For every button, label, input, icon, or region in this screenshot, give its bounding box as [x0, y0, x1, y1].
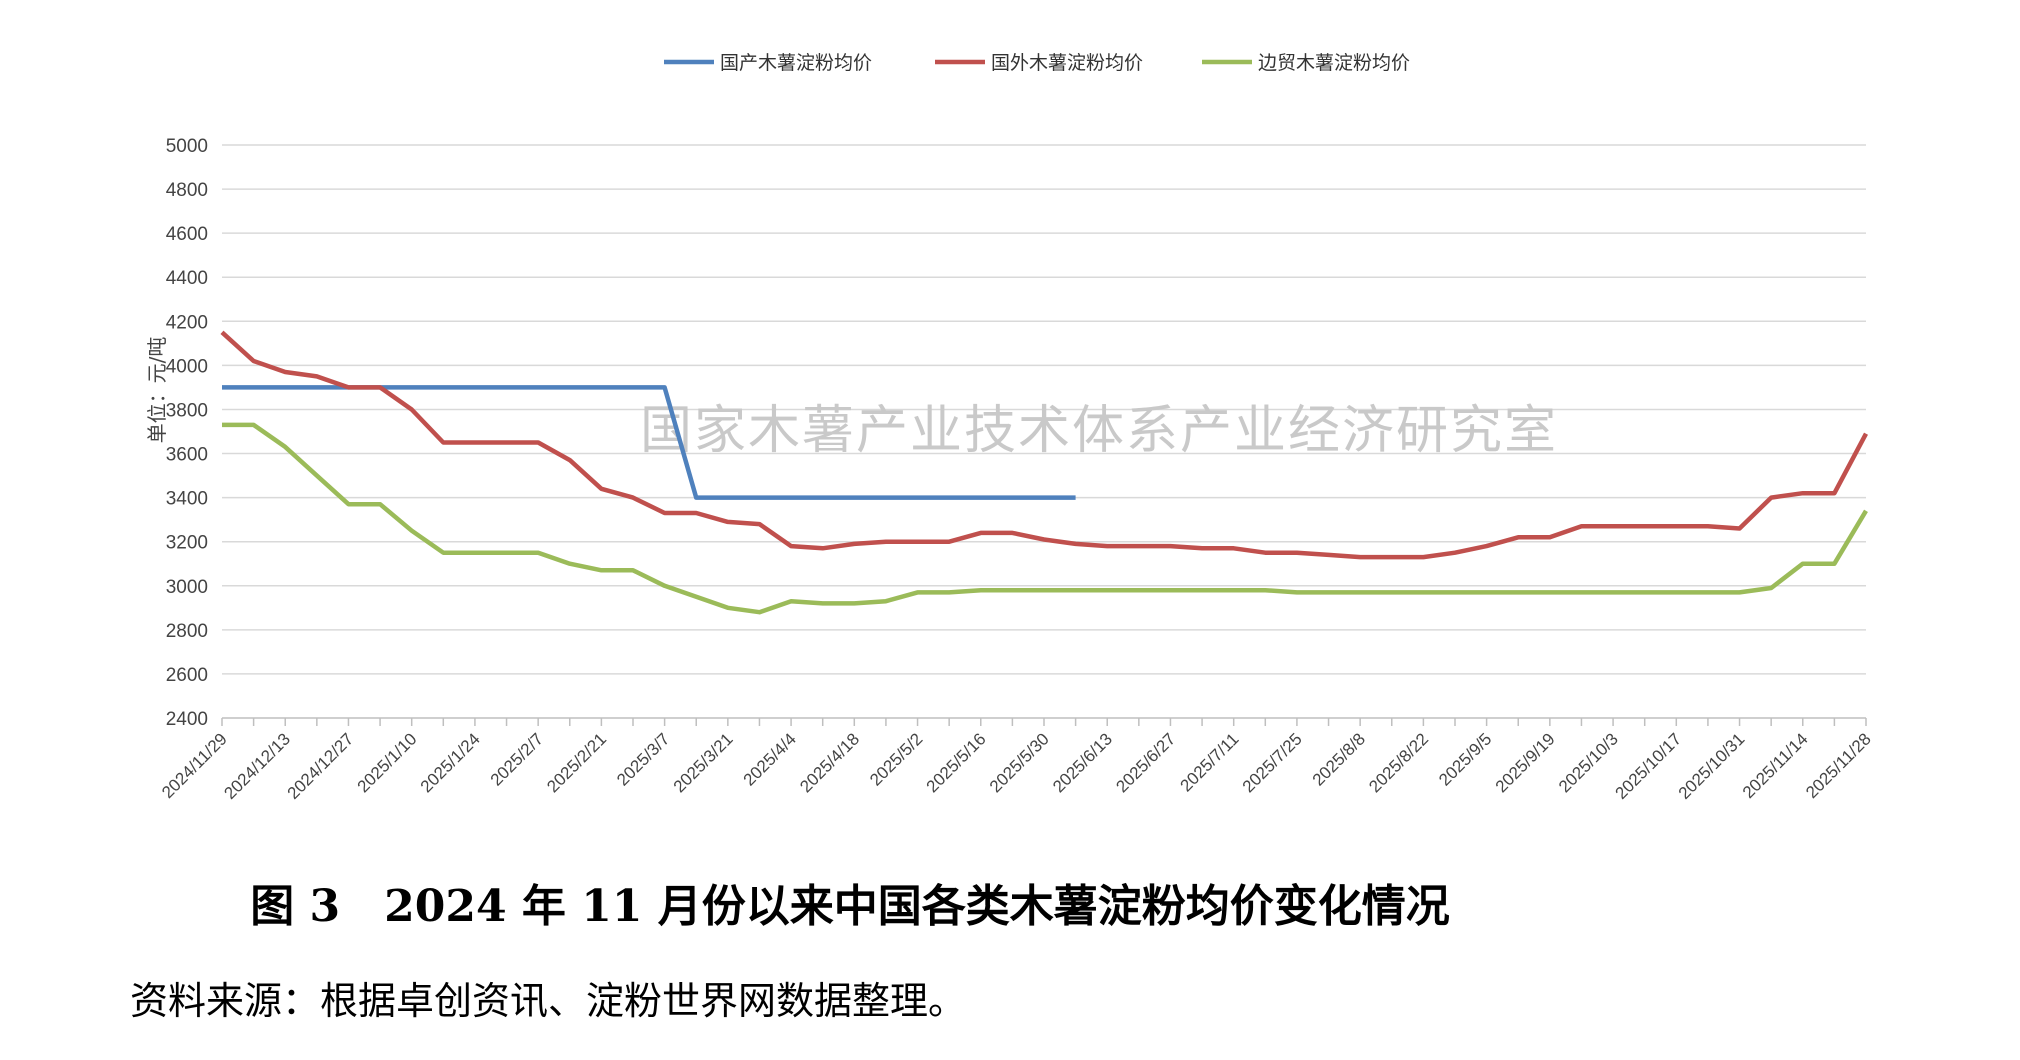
x-tick-label: 2025/11/28: [1802, 729, 1875, 802]
x-tick-label: 2025/10/3: [1555, 729, 1622, 796]
line-chart: 国产木薯淀粉均价 国外木薯淀粉均价 边贸木薯淀粉均价 2400 2600 2800 300…: [145, 52, 1875, 803]
series-line: [222, 422, 1868, 615]
x-tick-label: 2025/7/11: [1176, 729, 1242, 795]
x-tick-label: 2025/8/8: [1309, 729, 1369, 789]
series-lines: [220, 330, 1868, 615]
y-tick-label: 4800: [166, 180, 208, 201]
y-tick-label: 3600: [166, 445, 208, 466]
x-tick-label: 2025/8/22: [1365, 729, 1432, 796]
x-tick-label: 2025/9/5: [1435, 729, 1495, 789]
legend-label: 国外木薯淀粉均价: [991, 52, 1143, 74]
x-tick-label: 2025/6/13: [1049, 729, 1116, 796]
y-tick-label: 3800: [166, 400, 208, 421]
series-line: [220, 330, 1868, 560]
source-note: 资料来源：根据卓创资讯、淀粉世界网数据整理。: [130, 979, 967, 1023]
y-tick-label: 2400: [166, 709, 208, 730]
x-tick-label: 2025/11/14: [1739, 729, 1812, 802]
x-tick-label: 2025/10/31: [1675, 729, 1749, 803]
y-axis-ticks: 2400 2600 2800 3000 3200 3400 3600 3800 4000 4200…: [166, 136, 208, 730]
x-tick-label: 2025/5/30: [986, 729, 1053, 796]
x-tick-label: 2025/1/24: [417, 729, 484, 796]
x-tick-label: 2025/2/7: [487, 729, 547, 789]
y-tick-label: 3200: [166, 533, 208, 554]
x-tick-label: 2025/9/19: [1492, 729, 1559, 796]
x-tick-label: 2025/6/27: [1112, 729, 1179, 796]
x-tick-label: 2025/5/16: [923, 729, 990, 796]
x-axis: 2024/11/292024/12/132024/12/272025/1/102…: [158, 718, 1875, 803]
y-axis-label: 单位：元/吨: [145, 337, 169, 444]
x-tick-label: 2024/11/29: [158, 729, 231, 802]
x-tick-label: 2025/5/2: [866, 729, 926, 789]
legend: 国产木薯淀粉均价 国外木薯淀粉均价 边贸木薯淀粉均价: [664, 52, 1410, 74]
x-tick-label: 2025/3/7: [613, 729, 673, 789]
grid-lines: [222, 144, 1866, 719]
x-tick-label: 2025/3/21: [670, 729, 737, 796]
y-tick-label: 5000: [166, 136, 208, 157]
y-tick-label: 3000: [166, 577, 208, 598]
x-tick-label: 2024/12/13: [220, 729, 294, 803]
y-tick-label: 4200: [166, 312, 208, 333]
x-tick-label: 2024/12/27: [284, 729, 358, 803]
y-tick-label: 3400: [166, 489, 208, 510]
figure-caption: 图 3 2024 年 11 月份以来中国各类木薯淀粉均价变化情况: [250, 881, 1450, 932]
legend-label: 国产木薯淀粉均价: [720, 52, 872, 74]
x-tick-label: 2025/10/17: [1612, 729, 1686, 803]
x-tick-label: 2025/7/25: [1239, 729, 1306, 796]
y-tick-label: 2600: [166, 665, 208, 686]
y-tick-label: 4000: [166, 356, 208, 377]
x-tick-label: 2025/1/10: [354, 729, 421, 796]
y-tick-label: 4400: [166, 268, 208, 289]
y-tick-label: 4600: [166, 224, 208, 245]
watermark-text: 国家木薯产业技术体系产业经济研究室: [640, 401, 1558, 461]
x-tick-label: 2025/2/21: [543, 729, 610, 796]
legend-label: 边贸木薯淀粉均价: [1258, 52, 1410, 74]
x-tick-label: 2025/4/18: [796, 729, 863, 796]
x-tick-label: 2025/4/4: [740, 729, 800, 789]
y-tick-label: 2800: [166, 621, 208, 642]
